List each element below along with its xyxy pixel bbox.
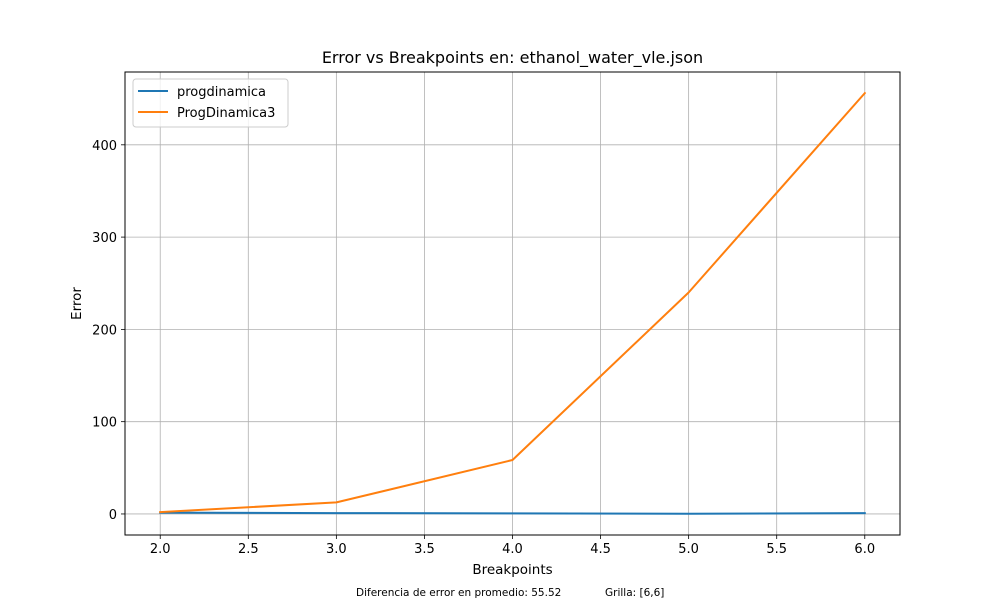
y-tick-label: 0 — [109, 508, 117, 523]
series-line-progdinamica3 — [159, 91, 867, 514]
x-tick-label: 3.5 — [414, 542, 435, 557]
x-tick-label: 5.0 — [678, 542, 699, 557]
series-line-progdinamica — [159, 511, 866, 515]
footer: Diferencia de error en promedio: 55.52 G… — [0, 587, 1000, 600]
axis-ticks: 2.0 2.5 3.0 3.5 4.0 4.5 5.0 5.5 6.0 0 100 200 300 400 — [92, 139, 875, 557]
x-tick-label: 2.0 — [150, 542, 171, 557]
legend-label-progdinamica: progdinamica — [177, 85, 266, 100]
x-tick-label: 3.0 — [326, 542, 347, 557]
x-tick-label: 5.5 — [766, 542, 787, 557]
footer-error-difference: Diferencia de error en promedio: 55.52 — [356, 587, 562, 599]
line-chart: 2.0 2.5 3.0 3.5 4.0 4.5 5.0 5.5 6.0 0 100 200 300 400… — [69, 48, 901, 578]
legend-label-progdinamica3: ProgDinamica3 — [177, 106, 275, 121]
x-axis-label: Breakpoints — [472, 562, 552, 578]
grid — [125, 72, 900, 535]
chart-title: Error vs Breakpoints en: ethanol_water_v… — [322, 48, 703, 68]
series-lines — [159, 91, 867, 515]
x-tick-label: 4.0 — [502, 542, 523, 557]
y-tick-label: 400 — [92, 139, 117, 154]
x-tick-label: 2.5 — [238, 542, 259, 557]
footer-grid-size: Grilla: [6,6] — [605, 587, 665, 599]
y-axis-label: Error — [69, 287, 85, 320]
legend: progdinamica ProgDinamica3 — [132, 78, 289, 128]
x-tick-label: 6.0 — [854, 542, 875, 557]
y-tick-label: 300 — [92, 231, 117, 246]
x-tick-label: 4.5 — [590, 542, 611, 557]
legend-box — [132, 78, 289, 128]
y-tick-label: 200 — [92, 323, 117, 338]
y-tick-label: 100 — [92, 416, 117, 431]
